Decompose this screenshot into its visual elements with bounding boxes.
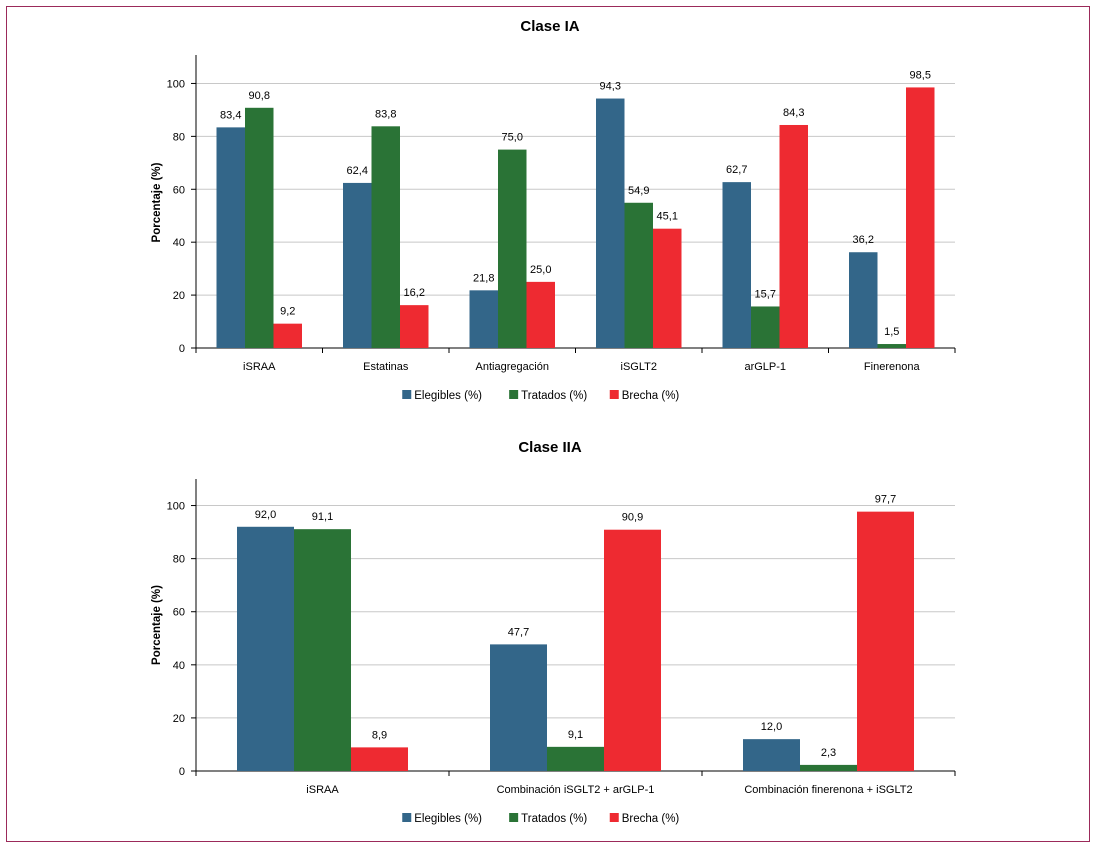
bar xyxy=(343,182,372,348)
legend-label: Brecha (%) xyxy=(622,390,680,402)
bar xyxy=(604,529,661,771)
x-category-label: iSRAA xyxy=(243,361,276,373)
data-label: 15,7 xyxy=(755,288,776,300)
data-label: 45,1 xyxy=(657,211,678,223)
bar xyxy=(400,305,429,348)
y-tick-label: 20 xyxy=(173,290,185,302)
data-label: 9,1 xyxy=(568,729,583,741)
bar xyxy=(624,202,653,348)
x-category-label: iSRAA xyxy=(306,784,339,796)
legend-label: Tratados (%) xyxy=(521,390,587,402)
y-tick-label: 80 xyxy=(173,554,185,566)
data-label: 84,3 xyxy=(783,107,804,119)
data-label: 21,8 xyxy=(473,272,494,284)
x-category-label: Finerenona xyxy=(864,361,921,373)
legend: Elegibles (%) Tratados (%) Brecha (%) xyxy=(402,390,679,402)
bar xyxy=(751,306,780,348)
data-label: 9,2 xyxy=(280,306,295,318)
bar xyxy=(800,764,857,771)
bar xyxy=(877,344,906,348)
bar xyxy=(294,529,351,771)
y-axis-label: Porcentaje (%) xyxy=(151,162,163,242)
data-label: 92,0 xyxy=(255,509,276,521)
y-tick-label: 100 xyxy=(167,501,185,513)
data-label: 1,5 xyxy=(884,326,899,338)
bar xyxy=(351,747,408,771)
bar xyxy=(653,228,682,348)
bar xyxy=(498,149,527,348)
y-tick-label: 100 xyxy=(167,78,185,90)
data-label: 54,9 xyxy=(628,185,649,197)
data-label: 98,5 xyxy=(910,69,931,81)
x-category-label: Antiagregación xyxy=(476,361,549,373)
y-tick-label: 20 xyxy=(173,713,185,725)
data-label: 62,7 xyxy=(726,164,747,176)
data-label: 90,9 xyxy=(622,512,643,524)
chart-title: Clase IIA xyxy=(518,439,582,456)
legend-swatch xyxy=(609,390,619,399)
y-tick-label: 60 xyxy=(173,184,185,196)
legend-swatch xyxy=(509,390,519,399)
chart-2: Clase IIA 0 20 40 60 80 100 Porcentaje (%) iSRAA… xyxy=(151,439,956,825)
data-label: 2,3 xyxy=(821,747,836,759)
y-tick-label: 40 xyxy=(173,237,185,249)
y-tick-label: 40 xyxy=(173,660,185,672)
bar xyxy=(722,182,751,348)
data-label: 36,2 xyxy=(853,234,874,246)
legend-swatch xyxy=(402,813,412,822)
data-label: 8,9 xyxy=(372,729,387,741)
y-tick-label: 80 xyxy=(173,131,185,143)
x-category-label: arGLP-1 xyxy=(744,361,786,373)
bar xyxy=(469,290,498,348)
bar xyxy=(237,526,294,771)
bar xyxy=(245,107,274,348)
data-label: 47,7 xyxy=(508,626,529,638)
data-label: 94,3 xyxy=(600,81,621,93)
bar xyxy=(743,739,800,771)
x-category-label: Combinación finerenona + iSGLT2 xyxy=(744,784,912,796)
y-tick-label: 60 xyxy=(173,607,185,619)
x-category-label: Estatinas xyxy=(363,361,409,373)
x-category-label: iSGLT2 xyxy=(621,361,657,373)
data-label: 75,0 xyxy=(502,132,523,144)
bar xyxy=(849,252,878,348)
bar xyxy=(906,87,935,348)
data-label: 91,1 xyxy=(312,511,333,523)
bar xyxy=(779,124,808,348)
legend-label: Elegibles (%) xyxy=(414,813,482,825)
chart-1: Clase IA 0 20 40 60 80 100 Porcentaje (%) iSRAA 8… xyxy=(151,18,956,402)
data-label: 12,0 xyxy=(761,721,782,733)
bar xyxy=(857,511,914,771)
bar xyxy=(216,127,245,349)
bar xyxy=(596,98,625,349)
legend-swatch xyxy=(402,390,412,399)
bar xyxy=(547,746,604,771)
chart-title: Clase IA xyxy=(520,18,579,35)
bar xyxy=(371,126,400,348)
y-tick-label: 0 xyxy=(179,766,185,778)
y-axis-label: Porcentaje (%) xyxy=(151,585,163,665)
legend-label: Elegibles (%) xyxy=(414,390,482,402)
data-label: 62,4 xyxy=(347,165,368,177)
legend-swatch xyxy=(609,813,619,822)
bar xyxy=(490,644,547,771)
legend-label: Tratados (%) xyxy=(521,813,587,825)
x-category-label: Combinación iSGLT2 + arGLP-1 xyxy=(497,784,655,796)
data-label: 25,0 xyxy=(530,264,551,276)
legend-label: Brecha (%) xyxy=(622,813,680,825)
data-label: 83,8 xyxy=(375,108,396,120)
data-label: 83,4 xyxy=(220,109,241,121)
legend: Elegibles (%) Tratados (%) Brecha (%) xyxy=(402,813,679,825)
legend-swatch xyxy=(509,813,519,822)
data-label: 90,8 xyxy=(249,90,270,102)
data-label: 97,7 xyxy=(875,494,896,506)
y-tick-label: 0 xyxy=(179,343,185,355)
bar xyxy=(526,281,555,348)
bar xyxy=(273,323,302,348)
data-label: 16,2 xyxy=(404,287,425,299)
